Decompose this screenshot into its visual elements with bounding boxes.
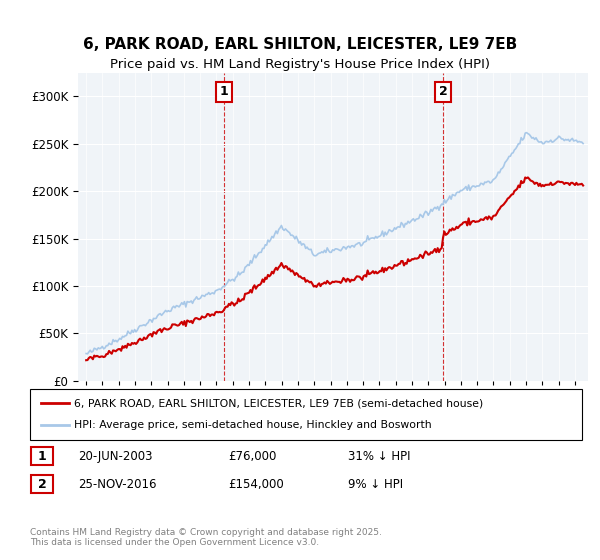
Text: 1: 1	[220, 85, 229, 98]
Text: £76,000: £76,000	[228, 450, 277, 463]
Text: 6, PARK ROAD, EARL SHILTON, LEICESTER, LE9 7EB (semi-detached house): 6, PARK ROAD, EARL SHILTON, LEICESTER, L…	[74, 398, 484, 408]
Text: 20-JUN-2003: 20-JUN-2003	[78, 450, 152, 463]
Text: 25-NOV-2016: 25-NOV-2016	[78, 478, 157, 491]
Text: £154,000: £154,000	[228, 478, 284, 491]
Text: Price paid vs. HM Land Registry's House Price Index (HPI): Price paid vs. HM Land Registry's House …	[110, 58, 490, 71]
Text: 6, PARK ROAD, EARL SHILTON, LEICESTER, LE9 7EB: 6, PARK ROAD, EARL SHILTON, LEICESTER, L…	[83, 38, 517, 52]
Text: 1: 1	[38, 450, 46, 463]
FancyBboxPatch shape	[31, 447, 53, 465]
FancyBboxPatch shape	[31, 475, 53, 493]
Text: HPI: Average price, semi-detached house, Hinckley and Bosworth: HPI: Average price, semi-detached house,…	[74, 421, 432, 431]
Text: 9% ↓ HPI: 9% ↓ HPI	[348, 478, 403, 491]
Text: Contains HM Land Registry data © Crown copyright and database right 2025.
This d: Contains HM Land Registry data © Crown c…	[30, 528, 382, 547]
Text: 2: 2	[38, 478, 46, 491]
Text: 31% ↓ HPI: 31% ↓ HPI	[348, 450, 410, 463]
Text: 2: 2	[439, 85, 448, 98]
FancyBboxPatch shape	[30, 389, 582, 440]
